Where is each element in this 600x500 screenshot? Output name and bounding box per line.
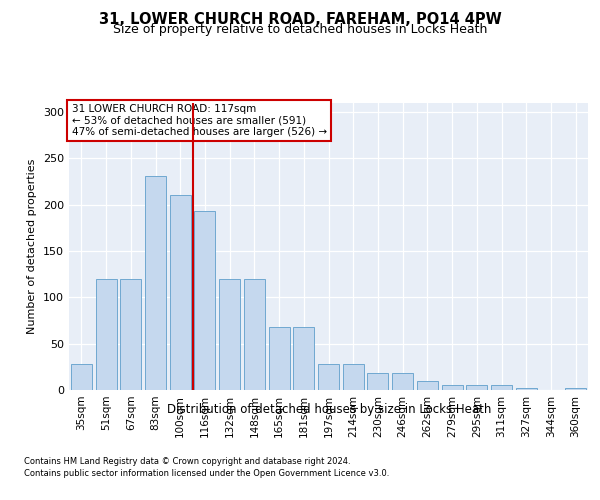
Bar [244, 278, 265, 390]
Bar [219, 278, 240, 390]
Bar [120, 278, 141, 390]
Bar [516, 388, 537, 390]
Text: 31 LOWER CHURCH ROAD: 117sqm
← 53% of detached houses are smaller (591)
47% of s: 31 LOWER CHURCH ROAD: 117sqm ← 53% of de… [71, 104, 327, 137]
Text: Distribution of detached houses by size in Locks Heath: Distribution of detached houses by size … [167, 402, 491, 415]
Bar [318, 364, 339, 390]
Y-axis label: Number of detached properties: Number of detached properties [28, 158, 37, 334]
Bar [71, 364, 92, 390]
Bar [491, 386, 512, 390]
Bar [565, 388, 586, 390]
Bar [145, 176, 166, 390]
Bar [442, 386, 463, 390]
Bar [343, 364, 364, 390]
Text: Contains HM Land Registry data © Crown copyright and database right 2024.: Contains HM Land Registry data © Crown c… [24, 458, 350, 466]
Bar [95, 278, 116, 390]
Bar [269, 327, 290, 390]
Bar [417, 380, 438, 390]
Bar [392, 374, 413, 390]
Bar [170, 195, 191, 390]
Bar [194, 211, 215, 390]
Text: 31, LOWER CHURCH ROAD, FAREHAM, PO14 4PW: 31, LOWER CHURCH ROAD, FAREHAM, PO14 4PW [98, 12, 502, 28]
Text: Contains public sector information licensed under the Open Government Licence v3: Contains public sector information licen… [24, 469, 389, 478]
Bar [367, 374, 388, 390]
Text: Size of property relative to detached houses in Locks Heath: Size of property relative to detached ho… [113, 24, 487, 36]
Bar [293, 327, 314, 390]
Bar [466, 386, 487, 390]
